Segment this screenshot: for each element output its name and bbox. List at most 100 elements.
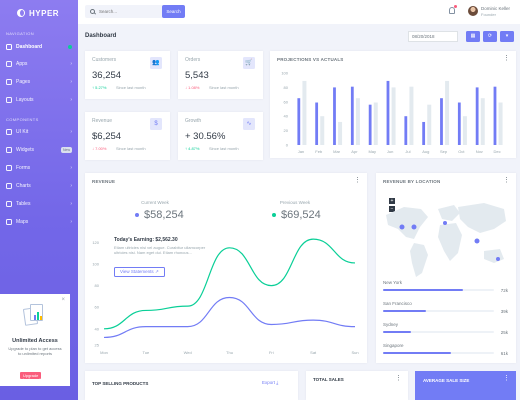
x-tick-label: Wed bbox=[184, 350, 192, 355]
x-tick-label: Fri bbox=[269, 350, 274, 355]
sidebar-item-label: Maps bbox=[16, 218, 29, 225]
bar bbox=[297, 98, 301, 145]
nav-section-title: COMPONENTS bbox=[6, 116, 39, 122]
search-input[interactable] bbox=[99, 9, 149, 14]
bar bbox=[440, 98, 443, 145]
sidebar-item-tables[interactable]: Tables › bbox=[0, 197, 78, 210]
bar bbox=[320, 116, 325, 145]
close-icon[interactable]: × bbox=[61, 297, 65, 303]
x-tick-label: Feb bbox=[315, 149, 323, 154]
currency-icon: $ bbox=[150, 118, 162, 130]
chevron-right-icon: › bbox=[70, 200, 72, 207]
view-statements-button[interactable]: View Statements ↗ bbox=[114, 267, 165, 277]
page-title: Dashboard bbox=[85, 33, 117, 39]
charts-icon bbox=[6, 182, 12, 189]
apps-icon bbox=[6, 61, 12, 68]
sidebar-item-pages[interactable]: Pages › bbox=[0, 76, 78, 89]
logo-icon bbox=[17, 9, 25, 17]
bar bbox=[462, 116, 467, 145]
bar bbox=[498, 102, 503, 145]
more-icon[interactable]: ⋮ bbox=[503, 375, 510, 382]
y-tick-label: 40 bbox=[284, 114, 289, 119]
filter-icon[interactable]: ▾ bbox=[500, 31, 514, 42]
more-icon[interactable]: ⋮ bbox=[503, 55, 510, 62]
maps-icon bbox=[6, 218, 12, 225]
total-sales-card: TOTAL SALES ⋮ bbox=[306, 371, 408, 400]
sidebar-item-ui-kit[interactable]: UI Kit › bbox=[0, 126, 78, 139]
sidebar-item-maps[interactable]: Maps › bbox=[0, 215, 78, 228]
x-tick-label: Jan bbox=[298, 149, 304, 154]
stat-value: 36,254 bbox=[92, 70, 122, 81]
bar bbox=[373, 102, 378, 145]
average-sale-title: AVERAGE SALE SIZE bbox=[423, 378, 470, 383]
projections-chart: 0 20 40 60 80 100 Jan Feb Mar Apr May Jun Jul Aug Sep O… bbox=[281, 71, 503, 154]
location-value: 39k bbox=[500, 309, 508, 314]
sidebar-item-apps[interactable]: Apps › bbox=[0, 58, 78, 71]
location-progress bbox=[383, 310, 494, 312]
stat-value: 5,543 bbox=[185, 70, 209, 81]
bar bbox=[302, 80, 307, 145]
chevron-right-icon: › bbox=[70, 129, 72, 136]
refresh-icon[interactable]: ⟳ bbox=[483, 31, 497, 42]
topbar: Search Dominic Keller Founder bbox=[78, 0, 520, 24]
location-progress-fill bbox=[383, 352, 451, 354]
upgrade-promo: × Unlimited Access Upgrade to plan to ge… bbox=[0, 294, 70, 386]
stat-delta-value: 1.08% bbox=[188, 85, 200, 90]
arrow-down-icon: ↓ bbox=[92, 146, 94, 151]
stat-delta: ↓ 7.00% bbox=[92, 146, 106, 151]
widgets-icon bbox=[6, 146, 12, 153]
more-icon[interactable]: ⋮ bbox=[354, 177, 361, 184]
bar bbox=[350, 86, 354, 145]
chevron-right-icon: › bbox=[70, 79, 72, 86]
x-tick-label: Sat bbox=[310, 350, 317, 355]
y-tick-label: 80 bbox=[284, 85, 289, 90]
x-tick-label: Jul bbox=[405, 149, 410, 154]
location-progress bbox=[383, 289, 494, 291]
sidebar-item-dashboard[interactable]: Dashboard bbox=[0, 40, 78, 53]
more-icon[interactable]: ⋮ bbox=[395, 375, 402, 382]
ui-kit-icon bbox=[6, 129, 12, 136]
upgrade-button[interactable]: Upgrade bbox=[20, 372, 42, 379]
nav-section-title: NAVIGATION bbox=[6, 31, 35, 36]
dashboard-icon bbox=[6, 43, 12, 50]
search-button[interactable]: Search bbox=[162, 5, 185, 18]
y-tick-label: 120 bbox=[92, 240, 99, 245]
sidebar-item-widgets[interactable]: Widgets New bbox=[0, 143, 78, 156]
external-link-icon: ↗ bbox=[154, 269, 159, 274]
x-tick-label: Oct bbox=[458, 149, 465, 154]
user-name[interactable]: Dominic Keller bbox=[481, 6, 511, 11]
app-logo[interactable]: HYPER bbox=[0, 0, 78, 26]
bell-icon[interactable] bbox=[449, 7, 455, 14]
projections-card: PROJECTIONS VS ACTUALS ⋮ 0 20 40 60 80 100 Jan… bbox=[270, 51, 516, 158]
sidebar-item-forms[interactable]: Forms › bbox=[0, 161, 78, 174]
footer-watermark: www.heritagechristiancollege bbox=[13, 377, 65, 382]
more-icon[interactable]: ⋮ bbox=[503, 177, 510, 184]
current-week-dot bbox=[135, 213, 139, 218]
sidebar-item-charts[interactable]: Charts › bbox=[0, 179, 78, 192]
zoom-out-icon[interactable]: − bbox=[389, 206, 395, 212]
export-button[interactable]: Export ⤓ bbox=[262, 380, 278, 385]
previous-week-label: Previous Week bbox=[279, 200, 311, 205]
new-badge: New bbox=[60, 146, 72, 153]
sidebar-item-layouts[interactable]: Layouts › bbox=[0, 94, 78, 107]
sidebar-item-label: Charts bbox=[16, 182, 31, 189]
series-line bbox=[103, 238, 356, 330]
search-box bbox=[85, 5, 165, 18]
avatar[interactable] bbox=[468, 6, 478, 16]
stat-delta-value: 4.87% bbox=[188, 146, 200, 151]
chevron-right-icon: › bbox=[70, 61, 72, 68]
stat-delta-value: 5.27% bbox=[95, 85, 107, 90]
pulse-icon: ∿ bbox=[243, 118, 255, 130]
promo-text: Upgrade to plan to get access to unlimit… bbox=[8, 346, 62, 356]
sidebar-item-label: Tables bbox=[16, 200, 31, 207]
bar bbox=[475, 87, 479, 145]
chevron-right-icon: › bbox=[70, 164, 72, 171]
calendar-icon[interactable]: ▦ bbox=[466, 31, 480, 42]
location-progress-fill bbox=[383, 310, 427, 312]
x-tick-label: May bbox=[368, 149, 376, 154]
previous-week-amount: $69,524 bbox=[281, 209, 321, 221]
bar bbox=[493, 86, 497, 145]
date-field[interactable] bbox=[408, 31, 458, 42]
zoom-in-icon[interactable]: + bbox=[389, 198, 395, 204]
notification-dot bbox=[454, 5, 457, 8]
